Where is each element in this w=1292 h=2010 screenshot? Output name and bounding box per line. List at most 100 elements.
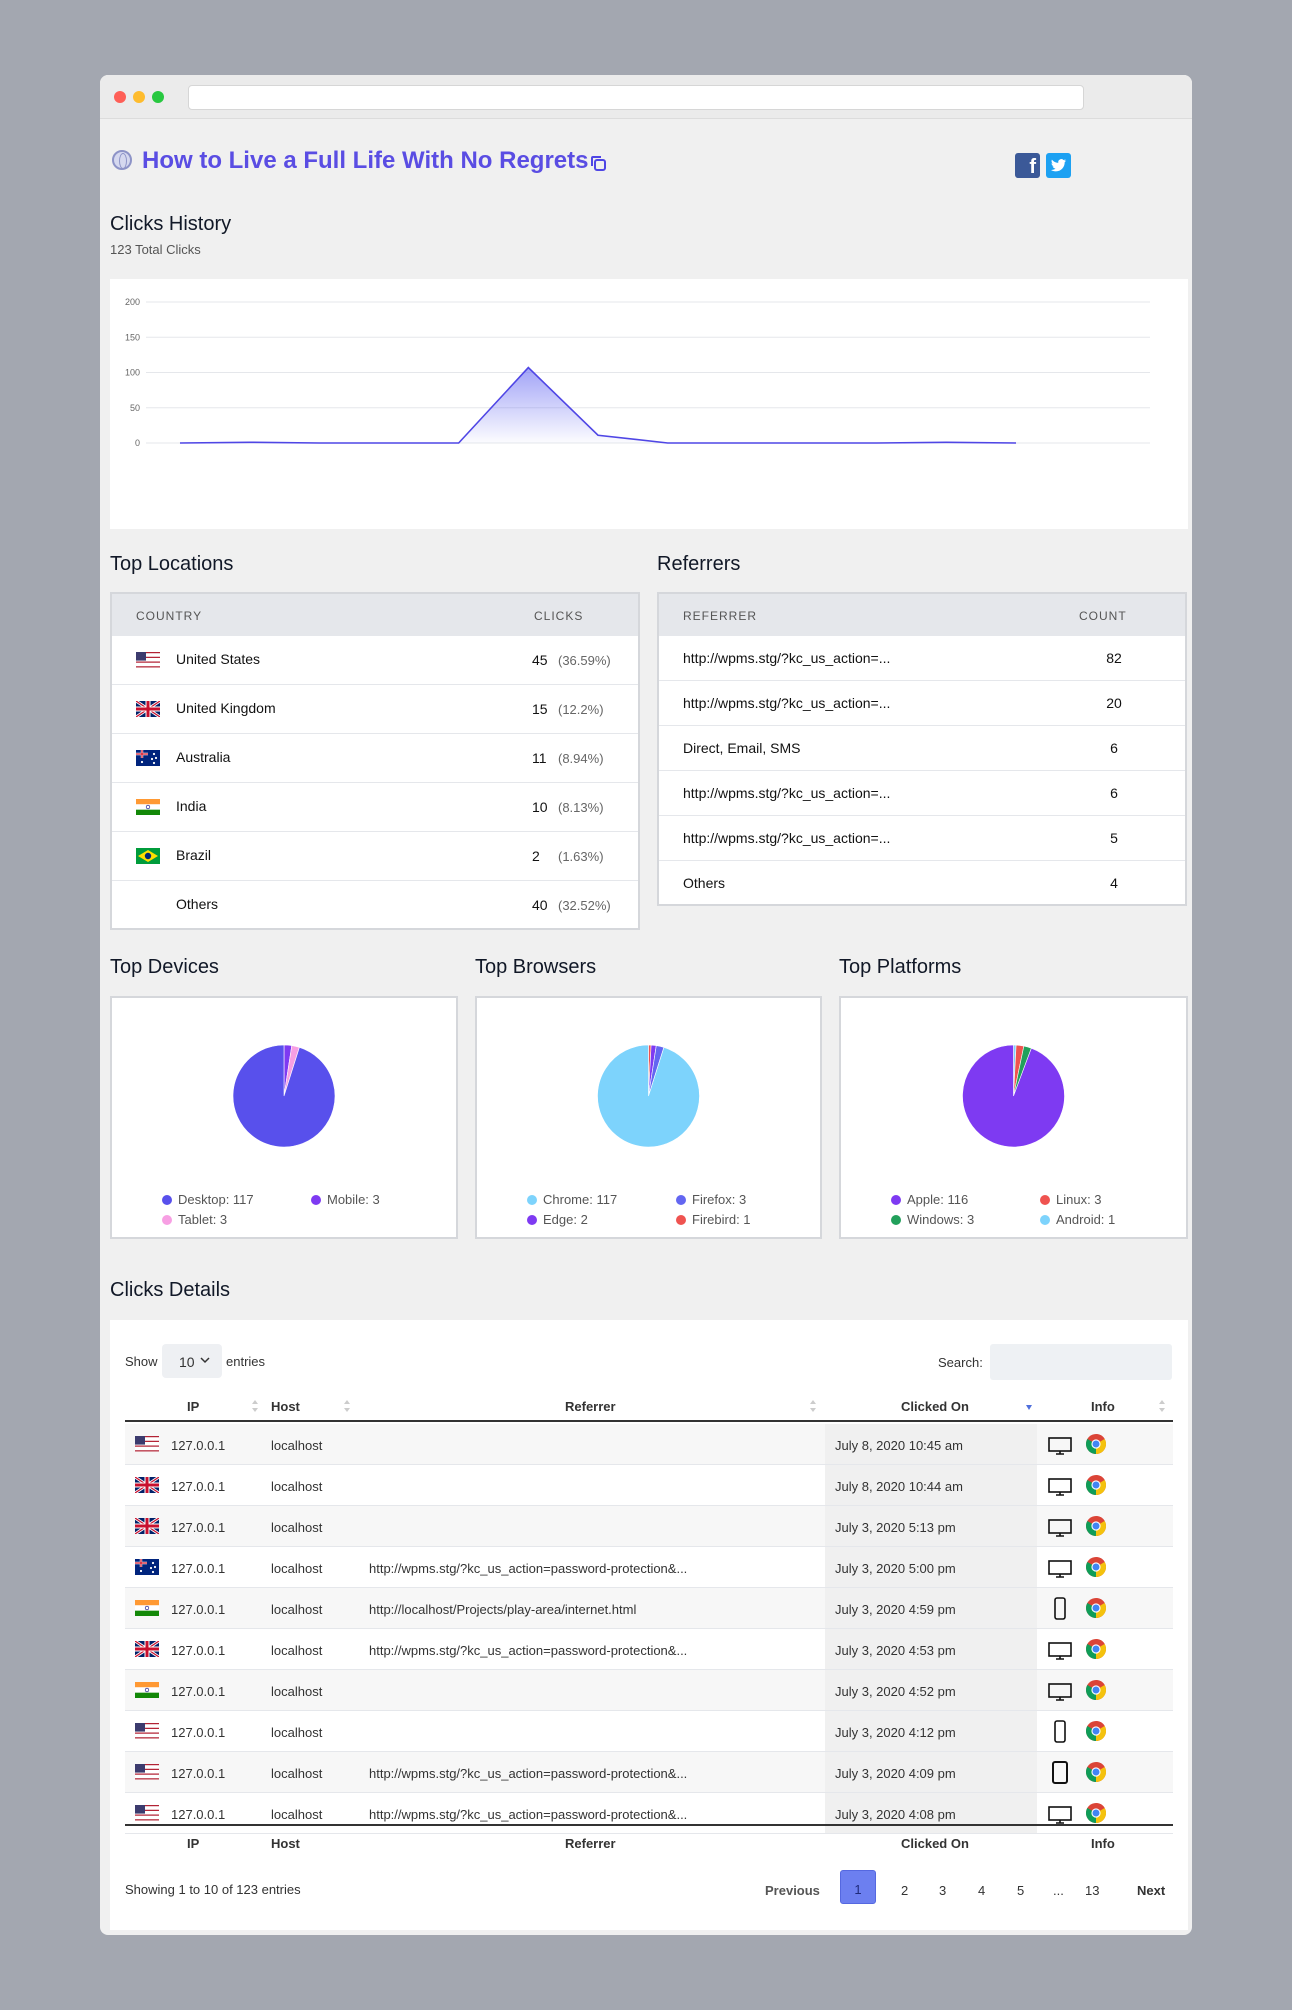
clicked-on-column-header[interactable]: Clicked On: [901, 1399, 969, 1414]
desktop-icon: [1048, 1519, 1072, 1537]
referrer-column-header-details[interactable]: Referrer: [565, 1399, 616, 1414]
browser-window: How to Live a Full Life With No Regrets …: [100, 75, 1192, 1935]
clicked-on-footer: Clicked On: [901, 1836, 969, 1851]
sorted-column-shade: [825, 1629, 1037, 1669]
host-footer: Host: [271, 1836, 300, 1851]
country-percent: (8.94%): [558, 751, 604, 766]
previous-page-button[interactable]: Previous: [765, 1883, 820, 1898]
chrome-icon: [1086, 1434, 1106, 1454]
page-2-button[interactable]: 2: [901, 1883, 909, 1898]
flag-in-icon: [136, 799, 160, 815]
country-percent: (1.63%): [558, 849, 604, 864]
cell-referrer[interactable]: http://wpms.stg/?kc_us_action=password-p…: [369, 1807, 688, 1822]
country-name: United Kingdom: [176, 700, 276, 716]
cell-referrer[interactable]: http://wpms.stg/?kc_us_action=password-p…: [369, 1643, 688, 1658]
referrer-url[interactable]: http://wpms.stg/?kc_us_action=...: [683, 785, 891, 801]
copy-icon[interactable]: [590, 155, 607, 172]
legend-tablet: Tablet: 3: [162, 1212, 227, 1227]
pie-slice-desktop: [232, 1044, 336, 1148]
chrome-icon: [1086, 1721, 1106, 1741]
country-column-header: COUNTRY: [136, 609, 203, 623]
country-name: India: [176, 798, 207, 814]
search-input[interactable]: [990, 1344, 1172, 1380]
referrers-table-header: REFERRER COUNT: [659, 594, 1185, 636]
sort-icon[interactable]: [343, 1399, 351, 1413]
referrer-url[interactable]: Others: [683, 875, 726, 891]
sorted-column-shade: [825, 1424, 1037, 1464]
entries-select[interactable]: 10: [162, 1344, 222, 1378]
sort-icon[interactable]: [1158, 1399, 1166, 1413]
sort-icon[interactable]: [809, 1399, 817, 1413]
twitter-share-icon[interactable]: [1046, 153, 1071, 178]
minimize-window-button[interactable]: [133, 91, 145, 103]
cell-referrer[interactable]: http://wpms.stg/?kc_us_action=password-p…: [369, 1561, 688, 1576]
referrer-count: 6: [1110, 740, 1118, 756]
flag-us-icon: [135, 1805, 159, 1821]
cell-ip: 127.0.0.1: [171, 1561, 226, 1576]
cell-clicked-on: July 3, 2020 5:13 pm: [835, 1520, 956, 1535]
cell-ip: 127.0.0.1: [171, 1725, 226, 1740]
page-13-button[interactable]: 13: [1085, 1883, 1100, 1898]
legend-android: Android: 1: [1040, 1212, 1115, 1227]
top-devices-heading: Top Devices: [110, 956, 219, 978]
table-row[interactable]: 127.0.0.1 localhost July 3, 2020 4:52 pm: [125, 1670, 1173, 1711]
cell-ip: 127.0.0.1: [171, 1520, 226, 1535]
cell-ip: 127.0.0.1: [171, 1766, 226, 1781]
page-5-button[interactable]: 5: [1017, 1883, 1025, 1898]
cell-referrer[interactable]: http://localhost/Projects/play-area/inte…: [369, 1602, 637, 1617]
page-1-button[interactable]: 1: [840, 1870, 876, 1904]
locations-table-header: COUNTRY CLICKS: [112, 594, 638, 636]
flag-au-icon: [136, 750, 160, 766]
facebook-share-icon[interactable]: f: [1015, 153, 1040, 178]
referrer-url[interactable]: http://wpms.stg/?kc_us_action=...: [683, 830, 891, 846]
table-row[interactable]: 127.0.0.1 localhost http://wpms.stg/?kc_us…: [125, 1629, 1173, 1670]
referrer-count: 20: [1106, 695, 1122, 711]
chrome-icon: [1086, 1475, 1106, 1495]
cell-host: localhost: [271, 1602, 323, 1617]
y-tick-label: 0: [135, 438, 140, 448]
cell-host: localhost: [271, 1479, 323, 1494]
address-bar[interactable]: [188, 85, 1084, 110]
referrer-url[interactable]: Direct, Email, SMS: [683, 740, 801, 756]
page-3-button[interactable]: 3: [939, 1883, 947, 1898]
next-page-button[interactable]: Next: [1137, 1883, 1166, 1898]
country-clicks: 40: [532, 897, 548, 913]
flag-in-icon: [135, 1600, 159, 1616]
page-title[interactable]: How to Live a Full Life With No Regrets: [142, 147, 589, 174]
table-row[interactable]: 127.0.0.1 localhost http://localhost/Proje…: [125, 1588, 1173, 1629]
location-row: United States 45 (36.59%): [112, 636, 638, 685]
cell-clicked-on: July 3, 2020 4:09 pm: [835, 1766, 956, 1781]
sort-desc-icon[interactable]: [1025, 1404, 1033, 1412]
chrome-icon: [1086, 1680, 1106, 1700]
desktop-icon: [1048, 1478, 1072, 1496]
clicks-column-header: CLICKS: [534, 609, 584, 623]
table-row[interactable]: 127.0.0.1 localhost July 3, 2020 5:13 pm: [125, 1506, 1173, 1547]
referrer-url[interactable]: http://wpms.stg/?kc_us_action=...: [683, 650, 891, 666]
referrers-heading: Referrers: [657, 553, 741, 575]
flag-uk-icon: [136, 701, 160, 717]
table-row[interactable]: 127.0.0.1 localhost http://wpms.stg/?kc_us…: [125, 1752, 1173, 1793]
table-row[interactable]: 127.0.0.1 localhost July 8, 2020 10:44 am: [125, 1465, 1173, 1506]
ip-column-header[interactable]: IP: [187, 1399, 200, 1414]
country-clicks: 15: [532, 701, 548, 717]
cell-host: localhost: [271, 1684, 323, 1699]
cell-referrer[interactable]: http://wpms.stg/?kc_us_action=password-p…: [369, 1766, 688, 1781]
info-column-header[interactable]: Info: [1091, 1399, 1115, 1414]
sorted-column-shade: [825, 1670, 1037, 1710]
location-row: Others 40 (32.52%): [112, 881, 638, 930]
y-tick-label: 200: [125, 297, 140, 307]
table-row[interactable]: 127.0.0.1 localhost http://wpms.stg/?kc_us…: [125, 1547, 1173, 1588]
desktop-icon: [1048, 1642, 1072, 1660]
table-row[interactable]: 127.0.0.1 localhost http://wpms.stg/?kc_us…: [125, 1793, 1173, 1834]
top-platforms-heading: Top Platforms: [839, 956, 962, 978]
sort-icon[interactable]: [251, 1399, 259, 1413]
host-column-header[interactable]: Host: [271, 1399, 300, 1414]
page-4-button[interactable]: 4: [978, 1883, 986, 1898]
close-window-button[interactable]: [114, 91, 126, 103]
legend-edge: Edge: 2: [527, 1212, 588, 1227]
table-row[interactable]: 127.0.0.1 localhost July 8, 2020 10:45 am: [125, 1424, 1173, 1465]
table-row[interactable]: 127.0.0.1 localhost July 3, 2020 4:12 pm: [125, 1711, 1173, 1752]
referrer-url[interactable]: http://wpms.stg/?kc_us_action=...: [683, 695, 891, 711]
top-browsers-card: Chrome: 117 Firefox: 3 Edge: 2 Firebird:…: [475, 996, 822, 1239]
maximize-window-button[interactable]: [152, 91, 164, 103]
